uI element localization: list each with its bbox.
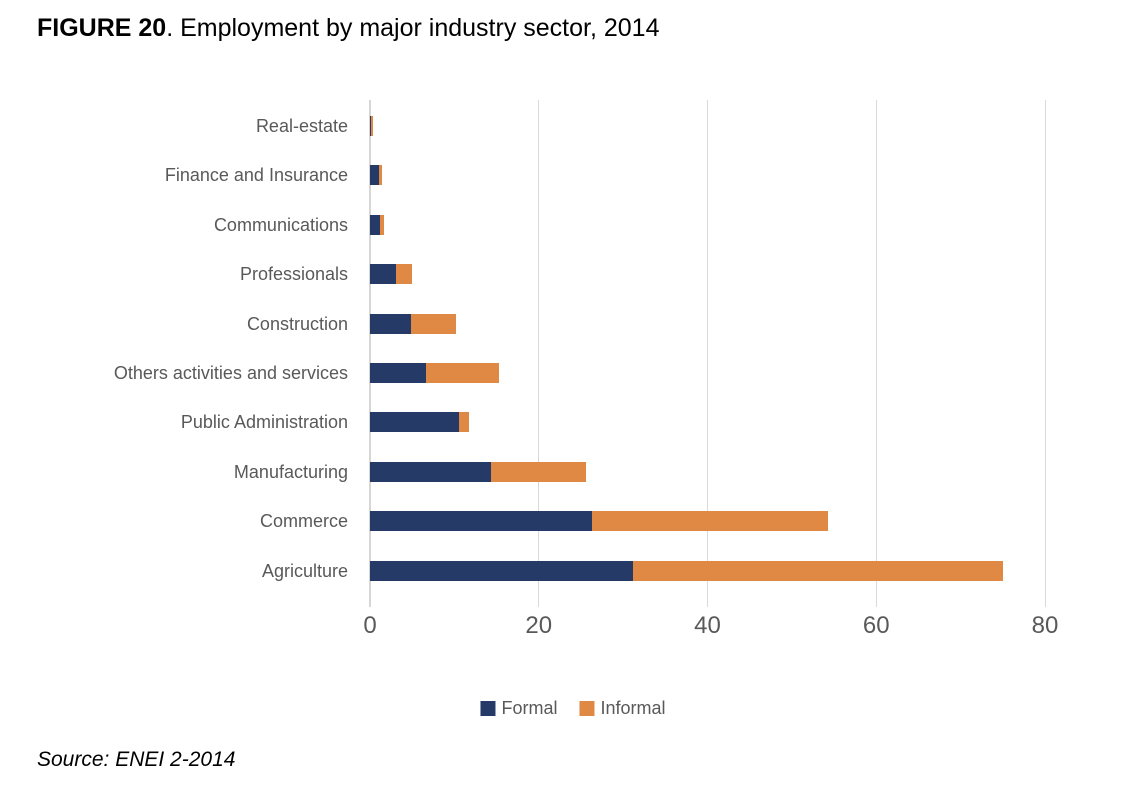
bar-segment-informal bbox=[411, 313, 457, 334]
bar-segment-formal bbox=[370, 363, 426, 383]
x-tick-label: 20 bbox=[525, 612, 553, 639]
bar-segment-informal bbox=[396, 264, 413, 285]
legend-label-informal: Informal bbox=[600, 698, 666, 718]
legend-item-formal: Formal bbox=[480, 698, 557, 719]
category-label: Commerce bbox=[259, 511, 348, 532]
bar-segment-formal bbox=[370, 511, 592, 532]
category-label: Manufacturing bbox=[233, 461, 348, 482]
figure-number: FIGURE 20 bbox=[37, 14, 167, 42]
category-label: Construction bbox=[246, 313, 348, 334]
gridline-x-0 bbox=[369, 100, 371, 607]
figure-title-text: . Employment by major industry sector, 2… bbox=[166, 14, 660, 42]
source-note: Source: ENEI 2-2014 bbox=[37, 748, 236, 771]
category-label: Real-estate bbox=[255, 116, 348, 136]
category-label: Finance and Insurance bbox=[164, 165, 348, 186]
bar-segment-formal bbox=[370, 412, 460, 433]
category-label: Agriculture bbox=[261, 560, 348, 581]
bar-segment-informal bbox=[425, 363, 500, 383]
gridline-x-80 bbox=[1044, 100, 1046, 607]
legend-item-informal: Informal bbox=[579, 698, 666, 719]
x-tick-label: 60 bbox=[862, 612, 890, 639]
category-label: Others activities and services bbox=[113, 363, 348, 383]
informal-swatch-icon bbox=[579, 701, 595, 716]
bar-segment-formal bbox=[370, 264, 397, 285]
x-tick-label: 80 bbox=[1031, 612, 1059, 639]
bar-segment-formal bbox=[370, 461, 491, 482]
category-label: Professionals bbox=[239, 264, 348, 285]
bar-segment-informal bbox=[633, 560, 1003, 581]
bar-segment-informal bbox=[379, 165, 382, 186]
bar-segment-informal bbox=[459, 412, 469, 433]
category-label: Communications bbox=[213, 214, 348, 235]
figure-title: FIGURE 20. Employment by major industry … bbox=[37, 14, 659, 43]
bar-segment-informal bbox=[490, 461, 586, 482]
bar-segment-formal bbox=[370, 313, 412, 334]
bar-segment-informal bbox=[370, 116, 374, 136]
category-label: Public Administration bbox=[180, 412, 348, 433]
gridline-x-60 bbox=[875, 100, 877, 607]
x-tick-label: 0 bbox=[363, 612, 377, 639]
gridline-x-40 bbox=[707, 100, 708, 607]
plot-area bbox=[369, 100, 1046, 607]
bar-segment-formal bbox=[370, 165, 380, 186]
bar-segment-formal bbox=[370, 214, 381, 235]
bar-segment-formal bbox=[370, 560, 634, 581]
x-tick-label: 40 bbox=[694, 612, 721, 639]
gridline-x-20 bbox=[538, 100, 540, 607]
chart-legend: Formal Informal bbox=[480, 698, 666, 719]
bar-segment-informal bbox=[591, 511, 829, 532]
bar-segment-formal bbox=[370, 116, 371, 136]
formal-swatch-icon bbox=[480, 701, 496, 716]
bar-segment-informal bbox=[380, 214, 384, 235]
legend-label-formal: Formal bbox=[501, 698, 558, 718]
